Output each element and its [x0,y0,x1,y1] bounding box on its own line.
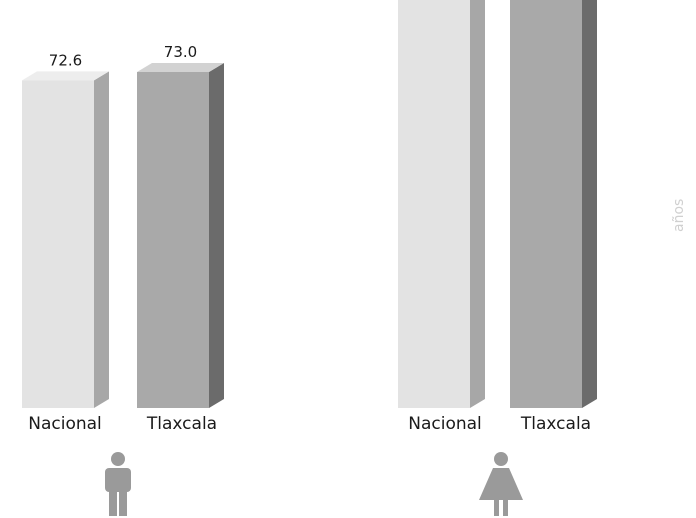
bar-male-tlaxcala [137,63,224,408]
male-person-icon [105,452,131,516]
bar-female-nacional [398,0,485,408]
female-person-icon [479,452,523,516]
value-label-male-nacional: 72.6 [49,51,82,69]
y-axis-unit-label: años [671,199,687,232]
bar-front-face [22,80,94,409]
bar-front-face [510,0,582,408]
category-label-female-tlaxcala: Tlaxcala [520,414,591,434]
bar-front-face [398,0,470,408]
bar-top-face [137,63,224,72]
category-label-female-nacional: Nacional [408,414,482,434]
bar-side-face [582,0,597,408]
bar-side-face [470,0,485,408]
value-label-male-tlaxcala: 73.0 [164,43,197,61]
category-label-male-tlaxcala: Tlaxcala [146,414,217,434]
bar-top-face [22,71,109,81]
bar-side-face [209,63,224,408]
bar-male-nacional [22,71,109,409]
category-label-male-nacional: Nacional [28,414,102,434]
bar-side-face [94,71,109,409]
bar-female-tlaxcala [510,0,597,408]
bar-front-face [137,72,209,408]
